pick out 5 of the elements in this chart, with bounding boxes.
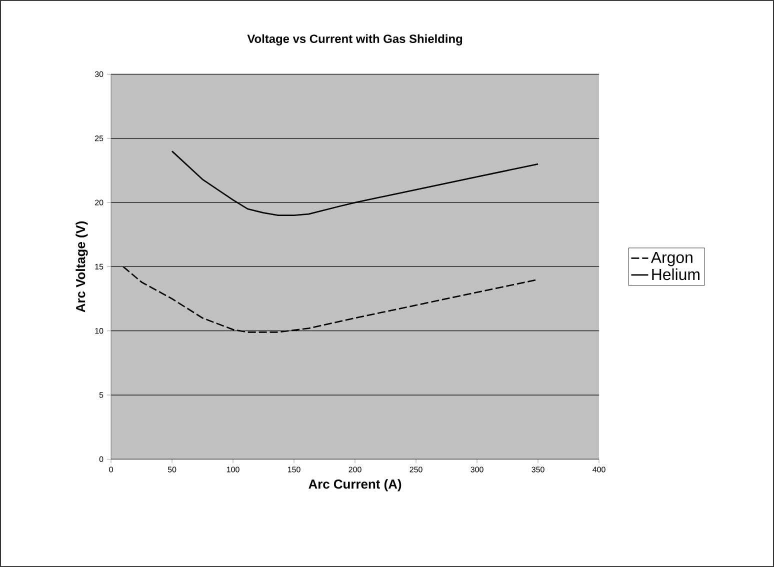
x-axis-title: Arc Current (A) <box>308 479 402 492</box>
legend-label: Argon <box>650 252 692 266</box>
legend-label: Helium <box>652 268 700 280</box>
y-axis-title: Arc Voltage (V) <box>76 221 88 312</box>
chart-title: Voltage vs Current with Gas Shielding <box>247 34 462 46</box>
